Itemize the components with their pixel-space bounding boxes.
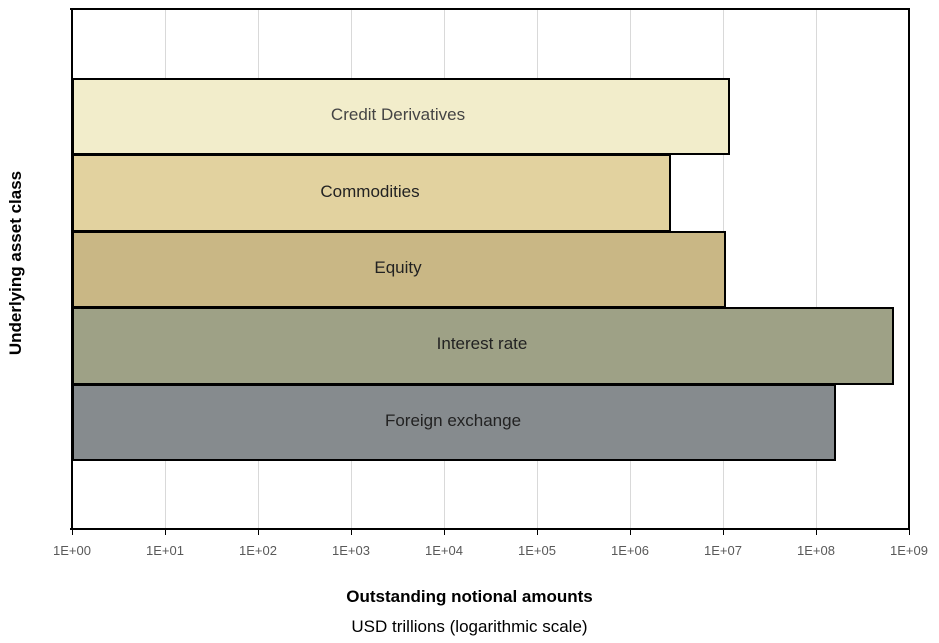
x-tick-label: 1E+01 (146, 543, 184, 558)
x-tick-label: 1E+06 (611, 543, 649, 558)
bar-label: Commodities (320, 181, 420, 201)
bar-commodities (72, 154, 672, 232)
x-tick-mark (72, 529, 73, 535)
x-tick-mark (165, 529, 166, 535)
x-axis-subtitle: USD trillions (logarithmic scale) (351, 617, 588, 636)
bar-credit-derivatives (72, 78, 730, 156)
x-tick-mark (351, 529, 352, 535)
x-tick-label: 1E+00 (53, 543, 91, 558)
bar-foreign-exchange (72, 383, 836, 461)
x-tick-label: 1E+05 (518, 543, 556, 558)
bar-interest-rate (72, 307, 894, 385)
plot-border-right (908, 8, 910, 530)
y-axis-title: Underlying asset class (6, 170, 25, 356)
gridline (816, 8, 817, 529)
x-tick-label: 1E+03 (332, 543, 370, 558)
x-tick-label: 1E+08 (797, 543, 835, 558)
x-tick-mark (537, 529, 538, 535)
bar-label: Interest rate (436, 334, 528, 354)
x-tick-label: 1E+02 (239, 543, 277, 558)
y-axis-line (71, 8, 73, 530)
x-tick-mark (909, 529, 910, 535)
x-tick-label: 1E+09 (890, 543, 928, 558)
bar-equity (72, 230, 726, 309)
x-axis-line (70, 528, 910, 530)
x-tick-label: 1E+07 (704, 543, 742, 558)
x-tick-mark (630, 529, 631, 535)
bar-label: Equity (374, 258, 422, 277)
x-tick-mark (444, 529, 445, 535)
x-tick-label: 1E+04 (425, 543, 463, 558)
bar-label: Foreign exchange (384, 410, 522, 430)
bar-label: Credit Derivatives (330, 105, 466, 125)
x-tick-mark (816, 529, 817, 535)
x-tick-mark (258, 529, 259, 535)
x-axis-title: Outstanding notional amounts (346, 587, 593, 606)
plot-border-top (70, 8, 910, 10)
x-tick-mark (723, 529, 724, 535)
